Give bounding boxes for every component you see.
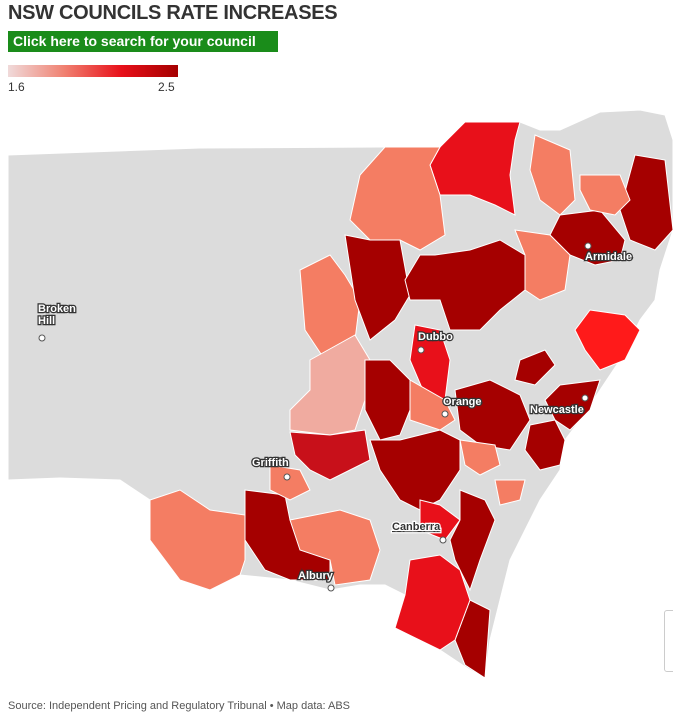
- city-label: Orange: [443, 396, 482, 408]
- council: [459, 439, 501, 476]
- legend-max: 2.5: [158, 80, 175, 94]
- city-label: Armidale: [585, 251, 632, 263]
- council: [579, 174, 631, 216]
- council: [404, 239, 526, 331]
- title: NSW COUNCILS RATE INCREASES: [8, 2, 338, 24]
- city-label: Broken Hill: [38, 303, 76, 327]
- city-dot: [417, 346, 425, 354]
- legend-min: 1.6: [8, 80, 25, 94]
- council: [544, 379, 601, 431]
- city-dot: [581, 394, 589, 402]
- council: [524, 419, 566, 471]
- city-dot: [439, 536, 447, 544]
- map: Broken Hill Dubbo Armidale Orange Newcastle Gr…: [7, 109, 673, 679]
- council: [149, 489, 246, 591]
- city-label: Albury: [298, 570, 334, 582]
- council: [419, 499, 461, 541]
- city-dot: [441, 410, 449, 418]
- city-labels: Broken Hill Dubbo Armidale Orange Newcastle Gr…: [37, 242, 633, 592]
- council: [529, 134, 576, 216]
- council: [289, 334, 371, 436]
- city-dot: [283, 473, 291, 481]
- council: [244, 489, 331, 581]
- council: [514, 349, 556, 386]
- city-dot: [38, 334, 46, 342]
- city-label: Newcastle: [530, 404, 584, 416]
- council: [349, 146, 446, 251]
- council-regions: [149, 121, 673, 679]
- city-label: Canberra: [392, 521, 441, 533]
- council: [344, 234, 411, 341]
- council: [409, 379, 456, 431]
- council: [394, 554, 471, 651]
- city-dot: [584, 242, 592, 250]
- source: Source: Independent Pricing and Regulato…: [8, 700, 351, 712]
- council: [369, 429, 461, 511]
- legend-gradient: [8, 65, 178, 77]
- council: [289, 429, 371, 481]
- council: [299, 254, 361, 361]
- council: [574, 309, 641, 371]
- council: [449, 489, 496, 592]
- search-button[interactable]: Click here to search for your council: [8, 31, 278, 52]
- council: [514, 229, 571, 301]
- council: [289, 509, 381, 586]
- city-dot: [327, 584, 335, 592]
- council: [494, 479, 526, 506]
- zoom-control[interactable]: [664, 610, 673, 672]
- city-label-line: Broken: [38, 303, 76, 315]
- city-label-line: Hill: [38, 315, 55, 327]
- council: [269, 464, 311, 501]
- city-label: Dubbo: [418, 331, 453, 343]
- city-label: Griffith: [252, 457, 289, 469]
- council: [454, 379, 531, 451]
- council: [364, 359, 411, 441]
